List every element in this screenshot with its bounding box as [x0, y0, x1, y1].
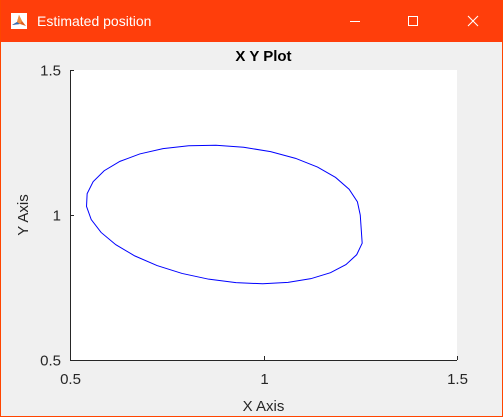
- plot-area[interactable]: [70, 70, 457, 360]
- x-tick-label: 0.5: [60, 371, 81, 388]
- minimize-icon: [350, 21, 360, 22]
- series-line-0[interactable]: [86, 144, 363, 285]
- y-tick-label: 1: [53, 208, 61, 225]
- minimize-button[interactable]: [332, 0, 378, 42]
- xy-plot[interactable]: X Y Plot 0.5 1 1.5 0.5 1 1.5 X Axis Y Axis: [1, 42, 502, 417]
- x-axis-label: X Axis: [243, 398, 285, 415]
- y-tick-label: 0.5: [40, 353, 61, 370]
- window-title: Estimated position: [37, 13, 152, 29]
- title-bar[interactable]: Estimated position: [1, 0, 502, 42]
- close-button[interactable]: [450, 0, 496, 42]
- chart-title: X Y Plot: [235, 48, 291, 65]
- maximize-icon: [408, 16, 418, 26]
- x-tick-label: 1: [260, 371, 268, 388]
- maximize-button[interactable]: [390, 0, 436, 42]
- x-tick-label: 1.5: [447, 371, 468, 388]
- matlab-membrane-icon: [11, 13, 27, 29]
- close-icon: [467, 15, 479, 27]
- figure-area: X Y Plot 0.5 1 1.5 0.5 1 1.5 X Axis Y Axis: [1, 42, 502, 417]
- y-tick-label: 1.5: [40, 63, 61, 80]
- y-axis-label: Y Axis: [15, 194, 32, 235]
